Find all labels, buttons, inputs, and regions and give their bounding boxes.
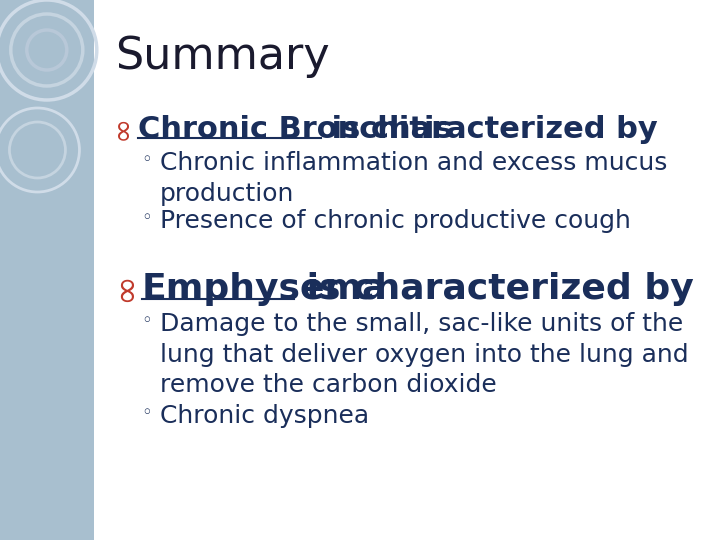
Text: is characterized by: is characterized by: [320, 115, 657, 144]
Text: ∞: ∞: [107, 272, 142, 302]
Text: ◦: ◦: [142, 312, 152, 330]
Text: Damage to the small, sac-like units of the
lung that deliver oxygen into the lun: Damage to the small, sac-like units of t…: [160, 312, 688, 397]
Text: Summary: Summary: [116, 35, 330, 78]
Text: Chronic dyspnea: Chronic dyspnea: [160, 404, 369, 428]
Text: ∞: ∞: [107, 115, 137, 140]
Text: Chronic inflammation and excess mucus
production: Chronic inflammation and excess mucus pr…: [160, 151, 667, 206]
Text: Emphysema: Emphysema: [142, 272, 387, 306]
Text: Chronic Bronchitis: Chronic Bronchitis: [138, 115, 452, 144]
Text: is characterized by: is characterized by: [294, 272, 693, 306]
Bar: [0, 0, 94, 540]
Text: ◦: ◦: [142, 404, 152, 422]
Text: ◦: ◦: [142, 151, 152, 169]
Text: ◦: ◦: [142, 209, 152, 227]
Text: Presence of chronic productive cough: Presence of chronic productive cough: [160, 209, 631, 233]
